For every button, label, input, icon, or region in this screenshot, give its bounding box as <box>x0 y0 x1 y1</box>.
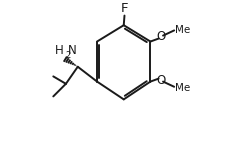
Text: O: O <box>156 30 166 43</box>
Text: O: O <box>156 74 166 87</box>
Text: F: F <box>121 2 128 15</box>
Text: 2: 2 <box>65 51 70 60</box>
Text: H: H <box>55 44 64 57</box>
Text: Me: Me <box>175 82 190 93</box>
Text: Me: Me <box>175 25 190 35</box>
Text: N: N <box>68 44 77 57</box>
